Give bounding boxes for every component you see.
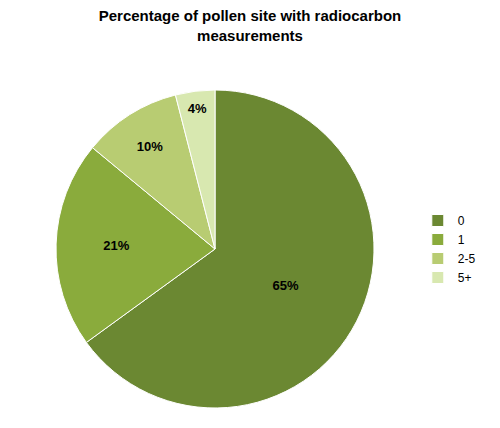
svg-text:0: 0 — [458, 214, 465, 228]
svg-text:1: 1 — [458, 233, 465, 247]
svg-text:10%: 10% — [137, 139, 163, 154]
svg-text:21%: 21% — [103, 238, 129, 253]
svg-text:4%: 4% — [188, 101, 207, 116]
svg-text:2-5: 2-5 — [458, 252, 476, 266]
svg-text:5+: 5+ — [458, 271, 472, 285]
svg-text:65%: 65% — [273, 278, 299, 293]
svg-text:Percentage of pollen site with: Percentage of pollen site with radiocarb… — [99, 7, 402, 44]
